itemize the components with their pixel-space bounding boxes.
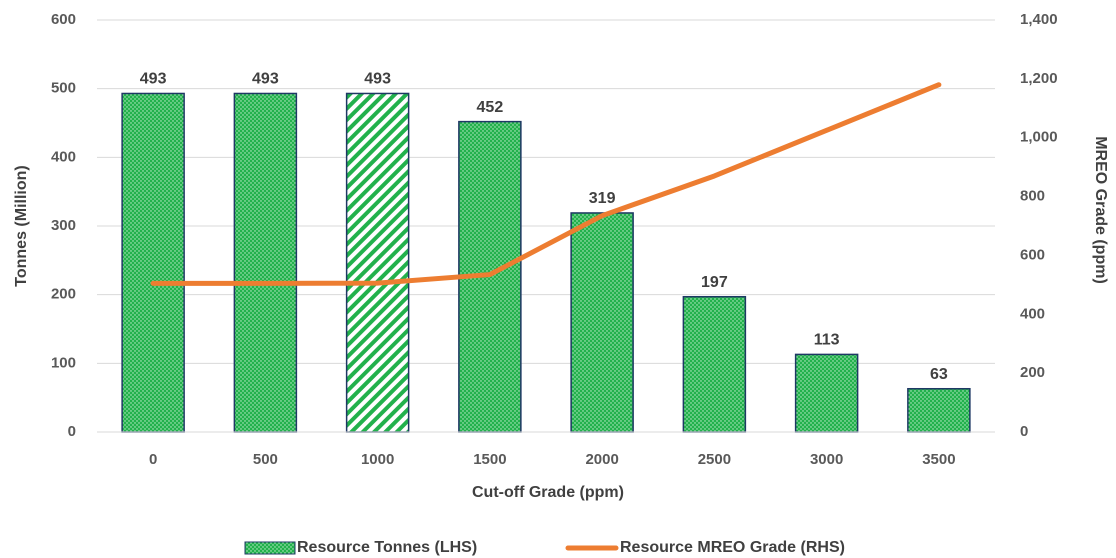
data-label: 319 [589,190,616,207]
y2-tick-label: 1,400 [1020,11,1058,28]
y2-tick-label: 0 [1020,423,1028,440]
line [150,82,942,286]
y-axis-title: Tonnes (Million) [13,165,30,286]
x-tick-label: 3000 [810,451,843,468]
y-tick-label: 400 [51,148,76,165]
y2-axis-title: MREO Grade (ppm) [1092,136,1109,284]
data-label: 493 [364,71,391,88]
y2-tick-label: 1,000 [1020,129,1058,146]
data-label: 113 [814,332,840,349]
x-tick-label: 1500 [473,451,506,468]
y-tick-label: 200 [51,286,76,303]
legend-label: Resource Tonnes (LHS) [297,539,477,556]
bar [907,387,971,433]
y2-tick-label: 400 [1020,305,1045,322]
legend-label: Resource MREO Grade (RHS) [620,539,845,556]
x-tick-label: 500 [253,451,278,468]
data-label: 493 [252,71,279,88]
bar [121,92,185,433]
x-tick-label: 2000 [585,451,618,468]
y-tick-label: 0 [68,423,76,440]
data-label: 493 [140,71,167,88]
bar [345,92,410,433]
bar [682,295,747,433]
bar [570,212,634,433]
x-tick-label: 2500 [698,451,731,468]
y2-tick-label: 200 [1020,364,1045,381]
legend-swatch [244,541,296,555]
y2-tick-label: 600 [1020,246,1045,263]
y2-tick-label: 800 [1020,188,1045,205]
y-tick-label: 300 [51,217,76,234]
y-tick-label: 600 [51,11,76,28]
y-tick-label: 500 [51,80,76,97]
x-axis-title: Cut-off Grade (ppm) [472,484,624,501]
data-label: 63 [930,366,948,383]
data-label: 197 [701,274,728,291]
bar [233,92,298,433]
x-tick-label: 1000 [361,451,394,468]
y2-tick-label: 1,200 [1020,70,1058,87]
y-tick-label: 100 [51,354,76,371]
bar [794,353,859,433]
data-label: 452 [477,99,504,116]
x-tick-label: 3500 [922,451,955,468]
x-tick-label: 0 [149,451,157,468]
